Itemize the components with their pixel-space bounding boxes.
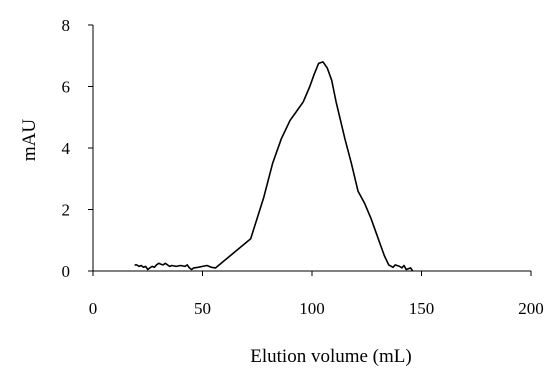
y-tick-label: 4 — [62, 139, 71, 158]
series-layer — [134, 61, 414, 272]
x-ticks: 0 50 100 150 200 — [89, 271, 544, 318]
series-line — [134, 61, 414, 272]
x-tick-label: 150 — [409, 299, 435, 318]
x-tick-label: 200 — [518, 299, 544, 318]
x-tick-label: 0 — [89, 299, 98, 318]
y-tick-label: 0 — [62, 262, 71, 281]
y-tick-label: 2 — [62, 201, 71, 220]
x-axis-label: Elution volume (mL) — [250, 346, 411, 367]
x-tick-label: 100 — [299, 299, 325, 318]
y-tick-label: 6 — [62, 78, 71, 97]
y-ticks: 0 2 4 6 8 — [62, 16, 93, 281]
x-tick-label: 50 — [194, 299, 211, 318]
axes — [92, 25, 531, 272]
y-axis-label: mAU — [19, 119, 40, 162]
y-tick-label: 8 — [62, 16, 71, 35]
